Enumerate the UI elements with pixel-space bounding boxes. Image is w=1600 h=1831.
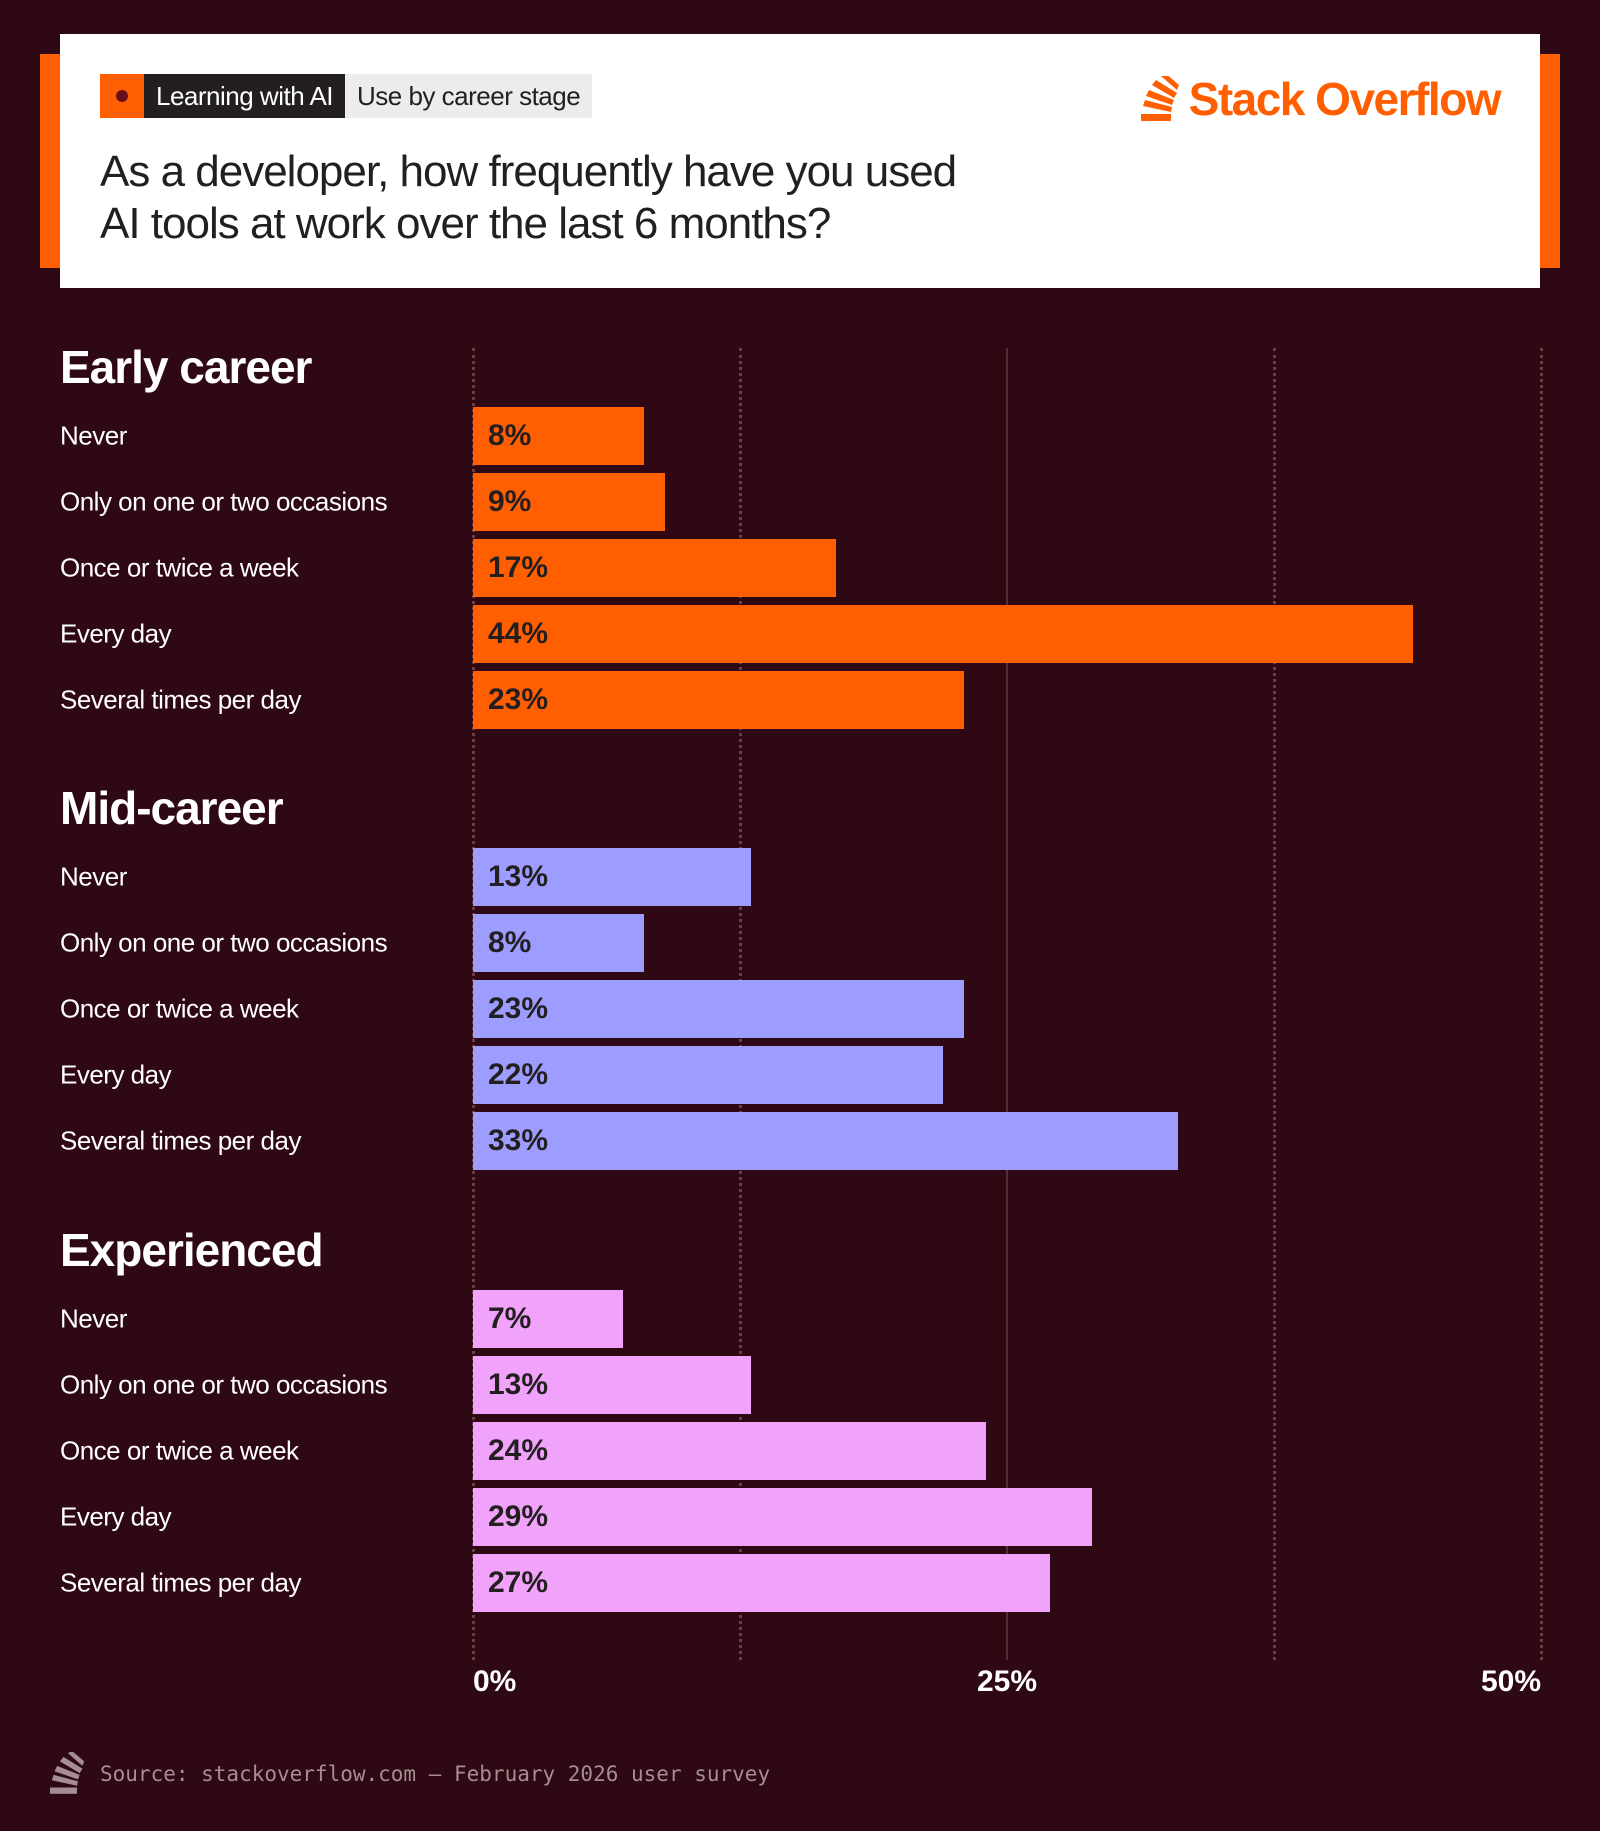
row-label: Once or twice a week	[60, 552, 299, 583]
row-label: Every day	[60, 618, 172, 649]
bar-value-label: 29%	[488, 1500, 549, 1533]
bar-value-label: 7%	[488, 1302, 532, 1335]
x-tick-label: 25%	[976, 1665, 1038, 1698]
row-label: Several times per day	[60, 1125, 301, 1156]
title-line-1: As a developer, how frequently have you …	[100, 147, 957, 196]
tag-topic: Use by career stage	[345, 74, 593, 118]
bar	[473, 848, 751, 906]
gridline	[1273, 348, 1276, 1660]
bar-value-label: 17%	[488, 551, 549, 584]
bar-value-label: 8%	[488, 926, 532, 959]
bar	[473, 1554, 1050, 1612]
row-label: Only on one or two occasions	[60, 927, 388, 958]
row-label: Several times per day	[60, 1567, 301, 1598]
bar-value-label: 13%	[488, 1368, 549, 1401]
bar	[473, 539, 837, 597]
section-title: Early career	[60, 341, 312, 393]
gridline	[1006, 348, 1008, 1660]
bar	[473, 1488, 1093, 1546]
bar-value-label: 24%	[488, 1434, 549, 1467]
bar-value-label: 33%	[488, 1124, 549, 1157]
bar-value-label: 22%	[488, 1058, 549, 1091]
topic-tag: Learning with AI Use by career stage	[100, 74, 593, 118]
row-label: Every day	[60, 1059, 172, 1090]
bar	[473, 1046, 943, 1104]
bar-value-label: 44%	[488, 617, 549, 650]
tag-category: Learning with AI	[144, 74, 346, 118]
row-label: Never	[60, 861, 127, 892]
row-label: Only on one or two occasions	[60, 486, 388, 517]
bar-value-label: 8%	[488, 419, 532, 452]
stack-overflow-icon	[50, 1752, 85, 1794]
section-title: Mid-career	[60, 782, 284, 834]
row-label: Never	[60, 420, 127, 451]
row-label: Once or twice a week	[60, 993, 299, 1024]
gridline	[1540, 348, 1543, 1660]
footer: Source: stackoverflow.com – February 202…	[50, 1752, 770, 1796]
right-accent-bar	[1538, 54, 1560, 268]
source-note: Source: stackoverflow.com – February 202…	[100, 1762, 771, 1786]
section-title: Experienced	[60, 1224, 324, 1276]
bar	[473, 980, 965, 1038]
chart-title: As a developer, how frequently have you …	[100, 146, 957, 250]
bar-value-label: 23%	[488, 683, 549, 716]
stack-overflow-logo: Stack Overflow	[1140, 72, 1502, 126]
stack-overflow-icon	[1140, 76, 1179, 121]
bar	[473, 605, 1413, 663]
bar-value-label: 27%	[488, 1566, 549, 1599]
bar-value-label: 23%	[488, 992, 549, 1025]
logo-text: Stack Overflow	[1188, 73, 1502, 125]
bar-value-label: 13%	[488, 860, 549, 893]
bar	[473, 473, 666, 531]
bar	[473, 1290, 623, 1348]
row-label: Once or twice a week	[60, 1435, 299, 1466]
title-line-2: AI tools at work over the last 6 months?	[100, 199, 831, 248]
row-label: Several times per day	[60, 684, 301, 715]
left-accent-bar	[40, 54, 62, 268]
dot-icon	[100, 74, 144, 118]
bar	[473, 1356, 751, 1414]
row-label: Never	[60, 1303, 127, 1334]
bar	[473, 914, 644, 972]
bar	[473, 1422, 986, 1480]
row-label: Only on one or two occasions	[60, 1369, 388, 1400]
bar	[473, 1112, 1178, 1170]
row-label: Every day	[60, 1501, 172, 1532]
bar	[473, 671, 965, 729]
bar	[473, 407, 644, 465]
bar-value-label: 9%	[488, 485, 532, 518]
x-tick-label: 0%	[473, 1665, 517, 1698]
header-card: Learning with AI Use by career stage As …	[60, 34, 1540, 288]
x-tick-label: 50%	[1480, 1665, 1541, 1698]
